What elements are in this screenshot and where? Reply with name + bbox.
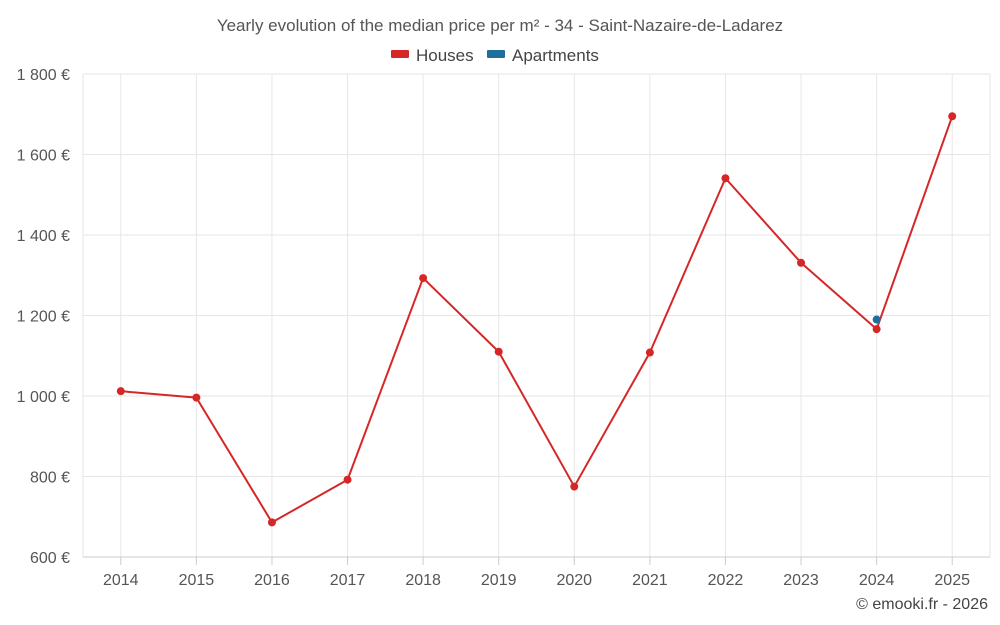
x-tick-label: 2024: [859, 572, 895, 589]
chart-title: Yearly evolution of the median price per…: [217, 16, 783, 35]
x-tick-label: 2014: [103, 572, 139, 589]
houses-point: [343, 475, 352, 484]
apartments-point: [872, 315, 881, 324]
x-tick-label: 2017: [330, 572, 366, 589]
legend: Houses Apartments: [391, 46, 599, 65]
grid: [82, 73, 991, 557]
x-tick-label: 2015: [179, 572, 215, 589]
houses-point: [948, 112, 957, 121]
x-tick-label: 2021: [632, 572, 668, 589]
houses-legend-label: Houses: [416, 46, 474, 65]
houses-point: [267, 518, 276, 527]
apartments-legend-label: Apartments: [512, 46, 599, 65]
apartments-legend-swatch: [487, 50, 505, 58]
y-tick-label: 600 €: [30, 550, 70, 567]
credit-text: © emooki.fr - 2026: [856, 596, 988, 613]
axes: 600 € 800 € 1 000 € 1 200 € 1 400 € 1 600 € 1 …: [17, 67, 990, 589]
x-tick-label: 2019: [481, 572, 517, 589]
x-tick-label: 2016: [254, 572, 290, 589]
y-tick-label: 1 000 €: [17, 389, 70, 406]
houses-point: [116, 387, 125, 396]
legend-item-apartments: Apartments: [487, 46, 599, 65]
y-tick-label: 1 200 €: [17, 309, 70, 326]
houses-point: [570, 482, 579, 491]
y-tick-label: 1 800 €: [17, 67, 70, 84]
legend-item-houses: Houses: [391, 46, 474, 65]
x-tick-label: 2025: [934, 572, 970, 589]
y-tick-label: 1 600 €: [17, 148, 70, 165]
houses-point: [797, 258, 806, 267]
houses-legend-swatch: [391, 50, 409, 58]
y-tick-label: 1 400 €: [17, 228, 70, 245]
x-tick-label: 2023: [783, 572, 819, 589]
houses-point: [872, 325, 881, 334]
houses-line: [120, 115, 954, 524]
x-tick-label: 2020: [556, 572, 592, 589]
x-tick-label: 2018: [405, 572, 441, 589]
series: [116, 112, 957, 527]
houses-point: [192, 393, 201, 402]
houses-point: [645, 348, 654, 357]
x-tick-label: 2022: [708, 572, 744, 589]
y-tick-label: 800 €: [30, 470, 70, 487]
houses-point: [494, 347, 503, 356]
houses-point: [721, 174, 730, 183]
houses-point: [419, 274, 428, 283]
